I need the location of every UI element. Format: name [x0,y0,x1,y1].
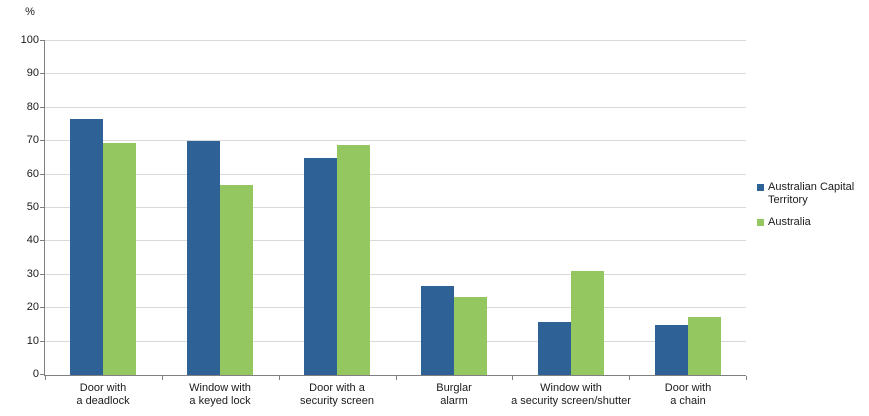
y-axis-tick-label: 100 [20,34,39,46]
y-axis-tick-label: 20 [26,301,39,314]
bar-australian-capital-territory [655,325,688,375]
y-axis-tick [40,140,45,142]
x-axis-tick [746,376,747,380]
x-axis-category-label: Door with a deadlock [76,382,130,407]
x-axis-tick [512,376,513,380]
x-axis-tick [45,376,46,380]
legend-item: Australia [757,216,867,229]
gridline [45,140,746,142]
y-axis-tick-label: 50 [26,201,39,213]
gridline [45,240,746,242]
gridline [45,106,746,108]
y-axis-tick [40,307,45,309]
legend-swatch-icon [757,219,764,226]
x-axis-tick [629,376,630,380]
legend-swatch-icon [757,184,764,191]
gridline [45,73,746,75]
plot-area: 0 10 20 30 40 50 60 70 80 90 100 Door with a deadlo… [21,35,747,407]
y-axis-tick [40,73,45,75]
x-axis-tick [162,376,163,380]
y-axis-tick-label: 80 [26,100,39,113]
gridline [45,273,746,275]
x-axis-category-label: Window with a keyed lock [189,382,251,407]
y-axis-tick-label: 70 [26,134,39,147]
y-axis-tick-label: 10 [26,334,39,347]
x-axis-category-label: Door with a chain [664,382,712,407]
y-axis-tick [40,240,45,242]
legend-item: Australian Capital Territory [757,181,867,207]
x-axis-tick [279,376,280,380]
gridline [45,307,746,309]
legend-label: Australia [768,216,811,228]
y-axis-tick-label: 0 [32,368,39,380]
y-axis-tick [40,273,45,275]
bar-australia [220,185,253,375]
y-axis-tick [40,40,45,41]
legend: Australian Capital Territory Australia [757,181,867,238]
bar-australian-capital-territory [187,141,220,375]
bar-australia [688,317,721,375]
bar-australia [571,271,604,375]
y-axis-unit-label: % [25,6,35,18]
bar-australian-capital-territory [421,286,454,375]
x-axis-category-label: Burglar alarm [436,382,472,407]
y-axis-tick-label: 30 [26,267,39,280]
bar-australian-capital-territory [538,322,571,375]
bar-australian-capital-territory [304,158,337,375]
x-axis-category-label: Door with a security screen [300,382,374,407]
gridline [45,340,746,342]
gridline [45,173,746,175]
y-axis-tick-label: 90 [26,67,39,80]
y-axis-tick [40,207,45,208]
gridline [45,207,746,208]
bar-australia [337,145,370,375]
x-axis-category-label: Window with a security screen/shutter [511,382,631,407]
y-axis-tick-label: 40 [26,234,39,247]
y-axis-tick-label: 60 [26,167,39,180]
y-axis-tick [40,374,45,375]
bar-australia [454,297,487,375]
y-axis-tick [40,106,45,108]
y-axis-tick [40,340,45,342]
legend-label: Australian Capital Territory [768,181,855,206]
gridline [45,40,746,41]
bar-australia [103,143,136,375]
y-axis-tick [40,173,45,175]
x-axis-tick [396,376,397,380]
bar-australian-capital-territory [70,119,103,375]
